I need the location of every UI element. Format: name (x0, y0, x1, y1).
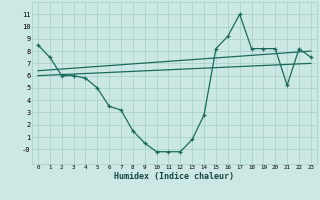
X-axis label: Humidex (Indice chaleur): Humidex (Indice chaleur) (115, 172, 234, 181)
